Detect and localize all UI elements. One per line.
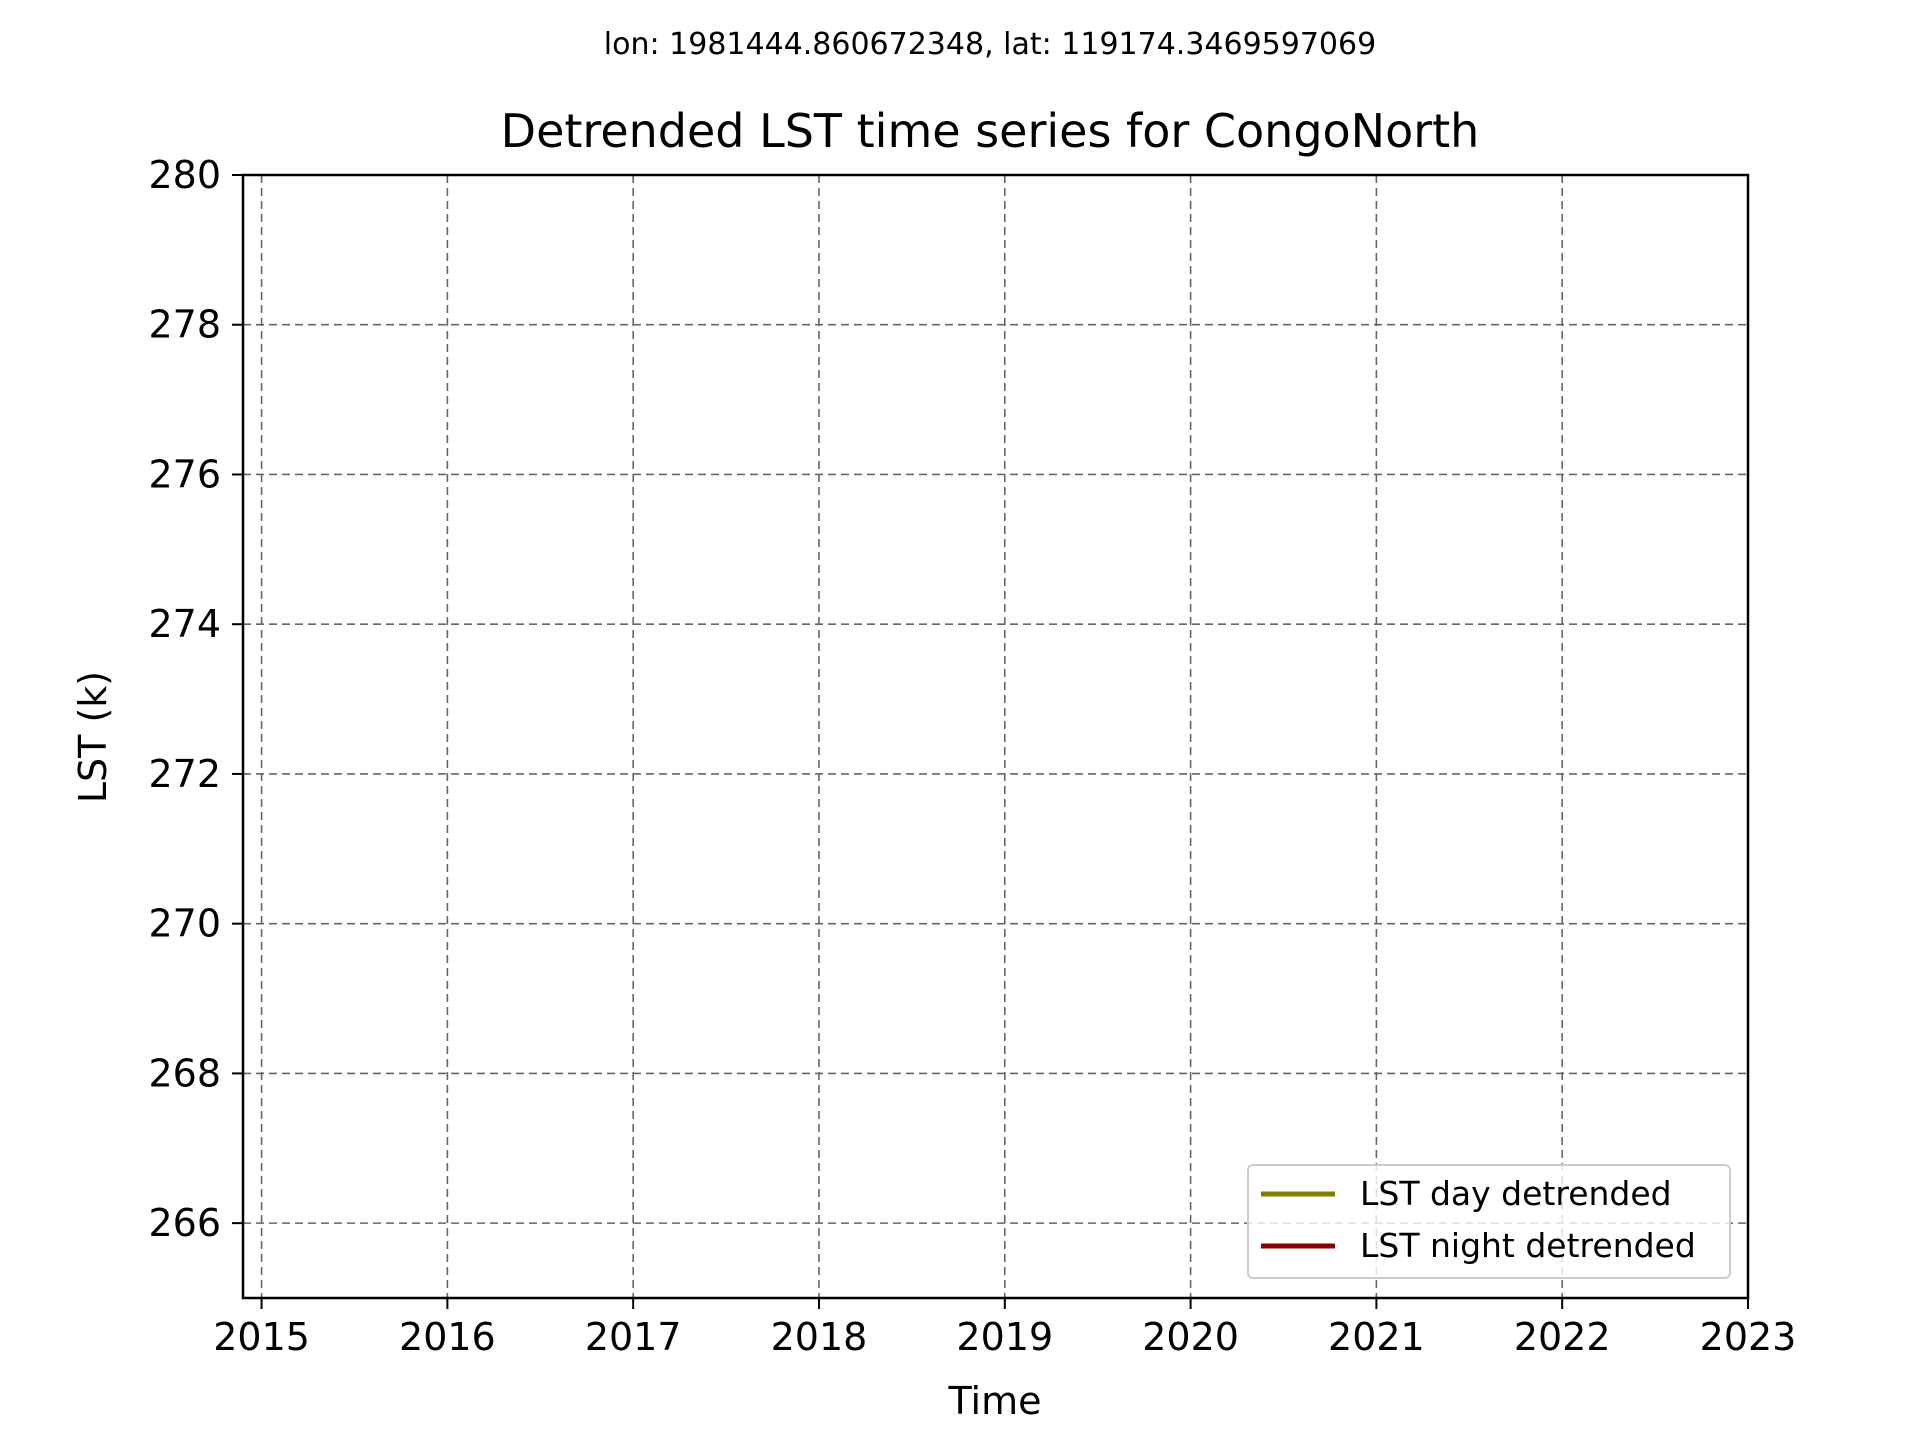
x-tick-label-2021: 2021	[1328, 1315, 1425, 1359]
chart-suptitle: lon: 1981444.860672348, lat: 119174.3469…	[604, 27, 1376, 62]
legend: LST day detrended LST night detrended	[1247, 1164, 1731, 1279]
y-tick-label-272: 272	[148, 752, 221, 796]
y-tick-label-268: 268	[148, 1051, 221, 1095]
legend-box	[1247, 1164, 1731, 1279]
legend-label-night: LST night detrended	[1360, 1226, 1696, 1265]
x-tick-label-2015: 2015	[213, 1315, 310, 1359]
x-tick-label-2023: 2023	[1700, 1315, 1797, 1359]
y-tick-label-280: 280	[148, 153, 221, 197]
x-tick-label-2017: 2017	[585, 1315, 682, 1359]
chart-title: Detrended LST time series for CongoNorth	[501, 104, 1480, 158]
y-tick-label-278: 278	[148, 303, 221, 347]
y-tick-label-274: 274	[148, 602, 221, 646]
y-tick-label-266: 266	[148, 1201, 221, 1245]
y-axis-label: LST (k)	[71, 671, 115, 803]
x-axis-ticks: 2015 2016 2017 2018 2019 2020 2021 2022 2023	[213, 1298, 1796, 1359]
legend-label-day: LST day detrended	[1360, 1174, 1672, 1213]
y-tick-label-276: 276	[148, 452, 221, 496]
x-tick-label-2018: 2018	[771, 1315, 868, 1359]
x-tick-label-2019: 2019	[956, 1315, 1053, 1359]
x-tick-label-2022: 2022	[1514, 1315, 1611, 1359]
plot-frame	[241, 173, 1750, 1300]
y-tick-label-270: 270	[148, 902, 221, 946]
y-axis-ticks: 266 268 270 272 274 276 278 280	[148, 153, 243, 1245]
x-tick-label-2020: 2020	[1142, 1315, 1239, 1359]
x-tick-label-2016: 2016	[399, 1315, 496, 1359]
x-axis-label: Time	[948, 1379, 1042, 1423]
